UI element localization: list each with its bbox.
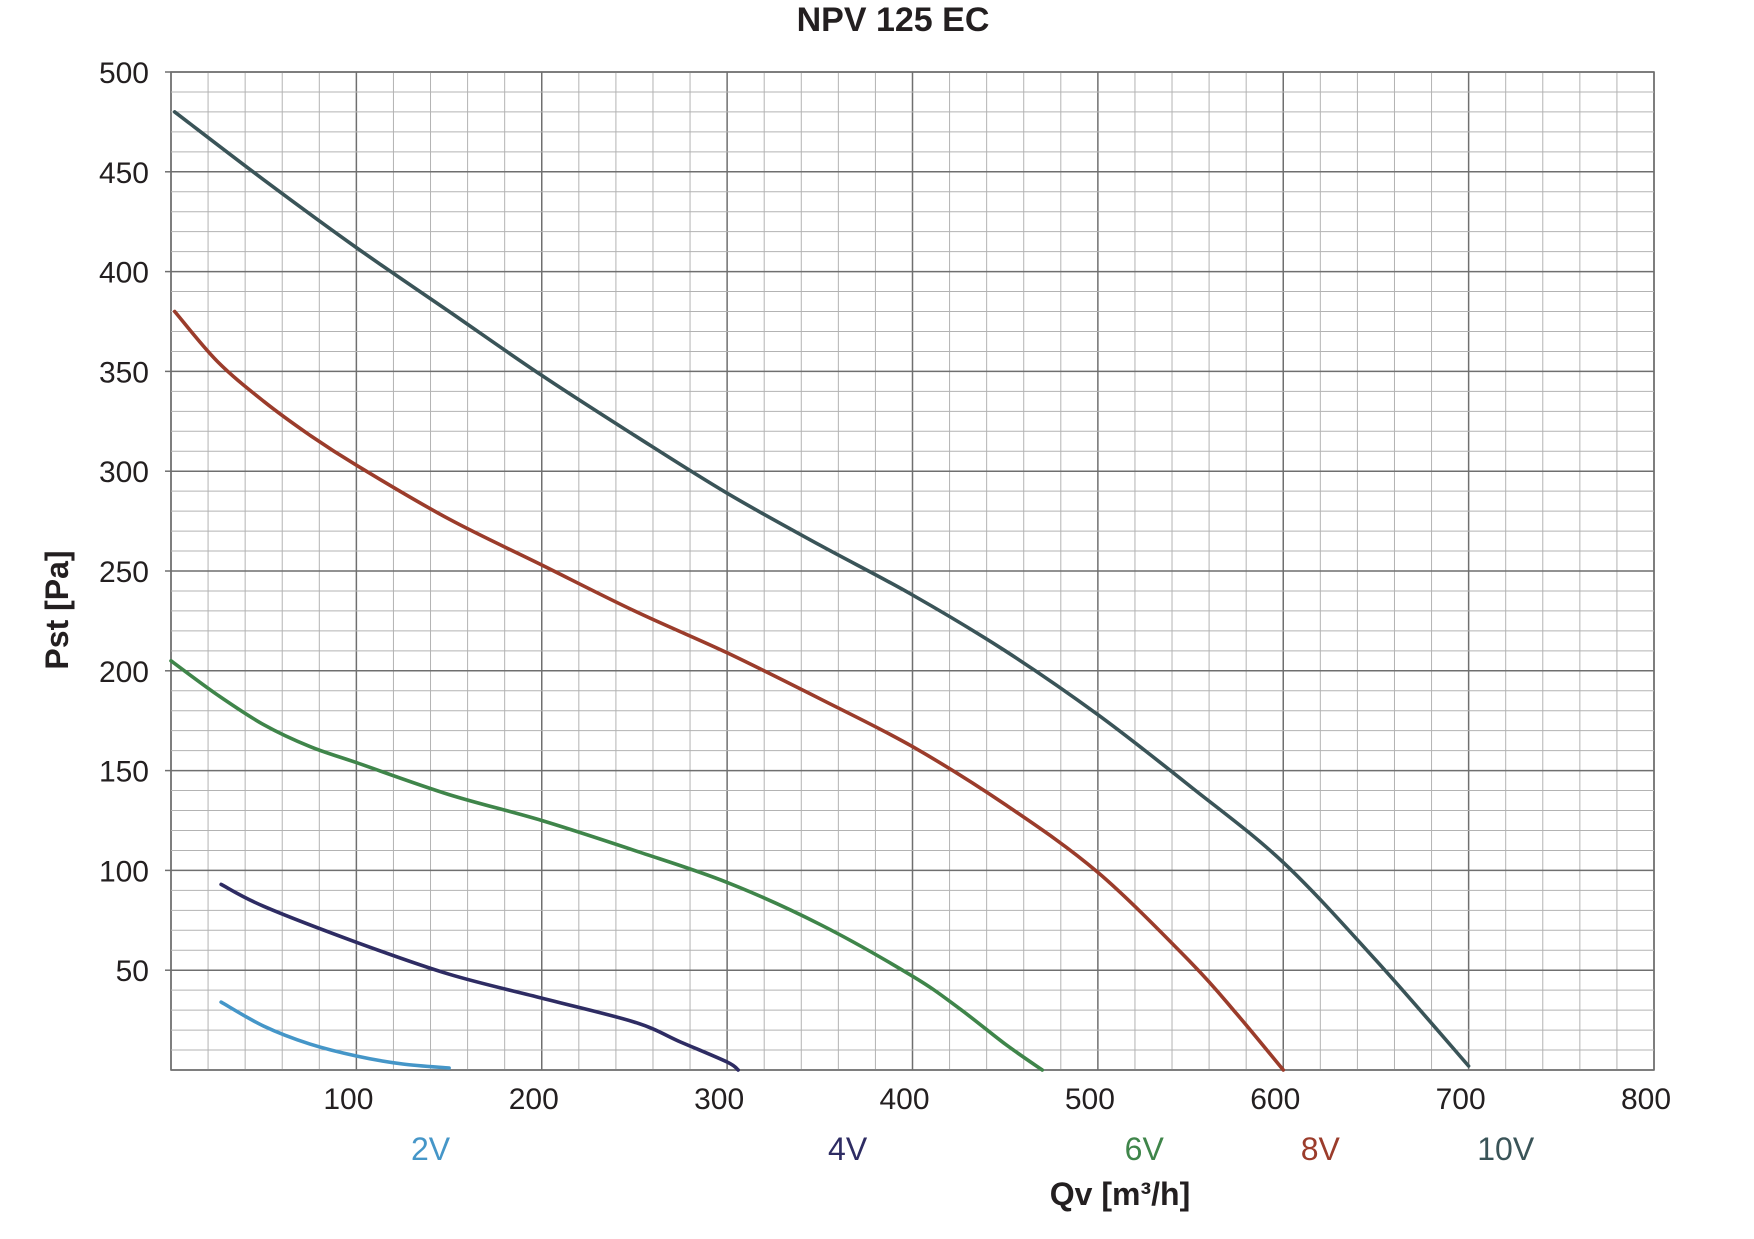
x-tick-label: 500 xyxy=(1065,1083,1115,1116)
x-tick-label: 800 xyxy=(1621,1083,1671,1116)
x-axis-ticks: 100 200 300 400 500 600 700 800 xyxy=(323,1083,1671,1116)
curve-4v xyxy=(219,882,740,1072)
y-tick-label: 150 xyxy=(99,756,149,789)
y-tick-label: 500 xyxy=(99,57,149,90)
x-tick-label: 100 xyxy=(323,1083,373,1116)
y-tick-label: 350 xyxy=(99,356,149,389)
x-tick-label: 300 xyxy=(694,1083,744,1116)
y-axis-label: Pst [Pa] xyxy=(39,550,75,669)
x-tick-label: 700 xyxy=(1436,1083,1486,1116)
series-label-6v: 6V xyxy=(1125,1131,1165,1167)
y-tick-label: 100 xyxy=(99,855,149,888)
series-label-2v: 2V xyxy=(411,1131,451,1167)
series-label-8v: 8V xyxy=(1301,1131,1341,1167)
series-label-10v: 10V xyxy=(1477,1131,1535,1167)
curve-6v xyxy=(169,659,1045,1072)
x-tick-label: 400 xyxy=(879,1083,929,1116)
y-tick-label: 200 xyxy=(99,656,149,689)
curve-10v xyxy=(172,110,1471,1068)
series-labels: 2V 4V 6V 8V 10V xyxy=(411,1131,1535,1167)
performance-curves xyxy=(169,110,1471,1072)
curve-2v xyxy=(219,1000,451,1070)
chart-title: NPV 125 EC xyxy=(797,1,990,39)
series-label-4v: 4V xyxy=(828,1131,868,1167)
y-tick-label: 450 xyxy=(99,157,149,190)
y-axis-ticks: 50 100 150 200 250 300 350 400 450 500 xyxy=(99,57,171,988)
y-tick-label: 50 xyxy=(116,955,149,988)
y-tick-label: 400 xyxy=(99,257,149,290)
x-axis-label: Qv [m³/h] xyxy=(1050,1176,1190,1212)
curve-8v xyxy=(172,309,1286,1072)
x-tick-label: 200 xyxy=(509,1083,559,1116)
y-tick-label: 300 xyxy=(99,456,149,489)
grid xyxy=(170,71,1655,1071)
y-tick-label: 250 xyxy=(99,556,149,589)
x-tick-label: 600 xyxy=(1250,1083,1300,1116)
